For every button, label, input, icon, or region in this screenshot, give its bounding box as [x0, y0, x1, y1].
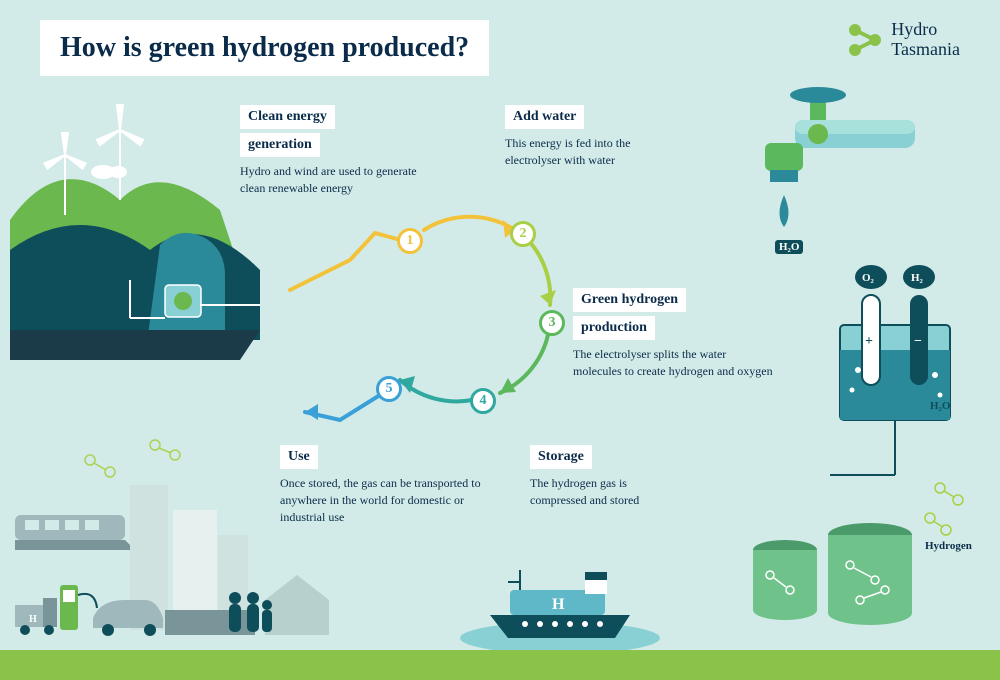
step-2-label: Add water This energy is fed into the el… — [505, 105, 685, 169]
step-1-label: Clean energy generation Hydro and wind a… — [240, 105, 420, 197]
cycle-arrows-icon — [290, 217, 556, 420]
step-marker-2: 2 — [510, 221, 536, 247]
pump-h-label: H — [29, 614, 37, 625]
step-marker-4: 4 — [470, 388, 496, 414]
tap-icon — [765, 87, 915, 227]
step-marker-5: 5 — [376, 376, 402, 402]
step-marker-1: 1 — [397, 228, 423, 254]
h2o-label-2: H₂O — [930, 400, 950, 412]
svg-text:+: + — [865, 334, 873, 349]
infographic-canvas: How is green hydrogen produced? Hydro Ta… — [0, 0, 1000, 680]
step-5-label: Use Once stored, the gas can be transpor… — [280, 445, 500, 525]
h2-label: H₂ — [911, 272, 923, 284]
o2-label: O₂ — [862, 272, 874, 284]
step-4-label: Storage The hydrogen gas is compressed a… — [530, 445, 680, 509]
h2o-label: H₂O — [775, 240, 803, 254]
molecule-icon — [925, 483, 963, 535]
svg-text:−: − — [914, 334, 922, 349]
hydro-landscape-icon — [10, 105, 260, 360]
hydrogen-label: Hydrogen — [925, 540, 972, 552]
storage-tanks-icon — [753, 523, 912, 625]
scene-svg: + − — [0, 0, 1000, 680]
step-3-label: Green hydrogen production The electrolys… — [573, 288, 773, 380]
step-marker-3: 3 — [539, 310, 565, 336]
ground-strip — [0, 650, 1000, 680]
electrolyser-icon: + − — [830, 265, 950, 475]
ship-h-label: H — [552, 596, 564, 614]
